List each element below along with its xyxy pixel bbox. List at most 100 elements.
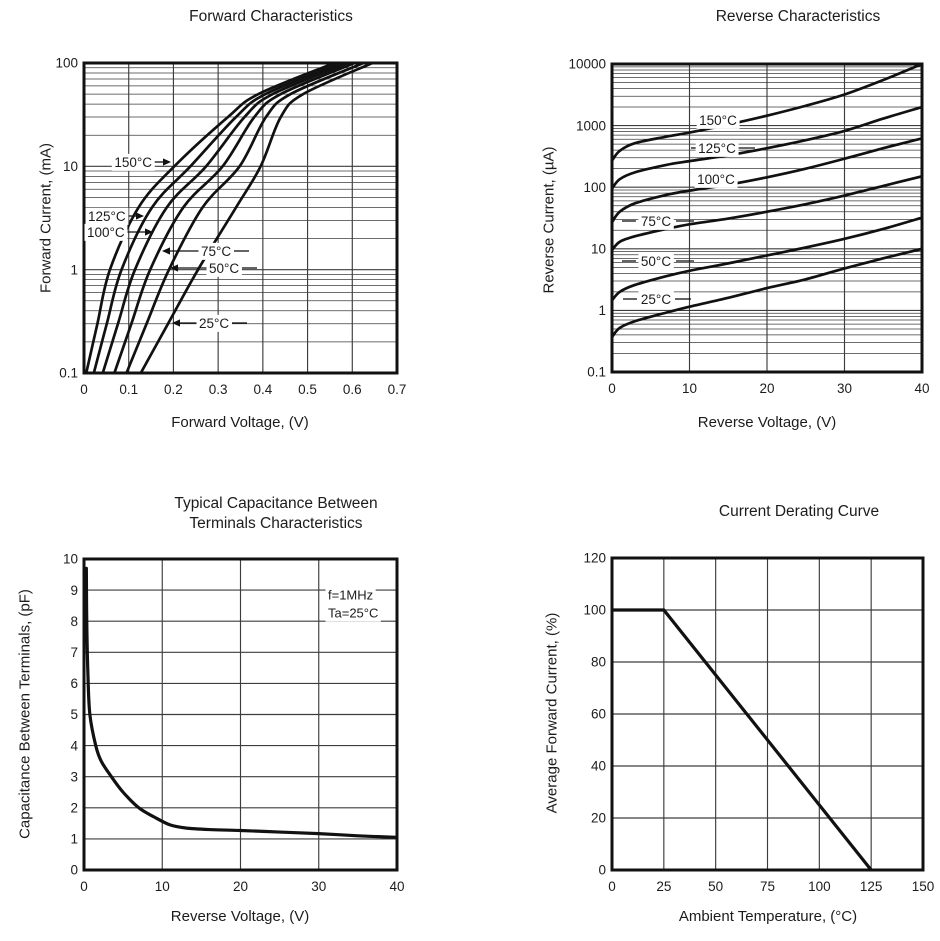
callout-arrow-icon	[136, 212, 144, 220]
y-tick-label: 5	[70, 707, 78, 722]
y-tick-label: 0.1	[59, 366, 78, 381]
x-tick-label: 50	[708, 879, 723, 894]
x-tick-label: 25	[656, 879, 671, 894]
current-derating-curve-chart: 0 20 40 60 80 100 120 0 25 50 75 100 125 150	[583, 551, 934, 894]
curve-label: 50°C	[641, 254, 671, 269]
x-tick-label: 0.6	[343, 382, 362, 397]
x-tick-label: 125	[860, 879, 883, 894]
curve-label: 75°C	[201, 244, 231, 259]
y-axis-label-forward: Forward Current, (mA)	[37, 142, 55, 294]
x-axis-label-capacitance: Reverse Voltage, (V)	[170, 908, 310, 925]
x-tick-label: 10	[155, 879, 170, 894]
curve-125C	[92, 63, 343, 373]
x-axis-label-reverse: Reverse Voltage, (V)	[697, 414, 837, 431]
curve-capacitance	[84, 566, 397, 839]
curve-label: 25°C	[641, 292, 671, 307]
curve-75C	[612, 175, 922, 252]
curve-label: 125°C	[88, 209, 126, 224]
annotation-text: f=1MHz	[328, 588, 373, 603]
x-axis-label-derating: Ambient Temperature, (°C)	[678, 908, 858, 925]
x-tick-label: 0	[608, 879, 616, 894]
y-tick-label: 7	[70, 645, 78, 660]
y-tick-label: 3	[70, 769, 78, 784]
y-tick-label: 100	[55, 56, 78, 71]
callout-arrow-icon	[163, 158, 171, 166]
y-axis-label-reverse: Reverse Current, (µA)	[540, 146, 558, 294]
y-tick-label: 10000	[568, 57, 606, 72]
y-tick-label: 1000	[576, 118, 606, 133]
x-tick-label: 10	[682, 381, 697, 396]
plot-frame	[82, 557, 399, 872]
y-tick-label: 40	[591, 759, 606, 774]
y-tick-label: 100	[583, 180, 606, 195]
y-tick-label: 20	[591, 811, 606, 826]
curve-50C	[125, 63, 365, 373]
reverse-characteristics-chart: 10000 1000 100 10 1 0.10 10 20 30 40 150°C 125°C 100…	[568, 57, 929, 396]
y-tick-label: 10	[63, 159, 78, 174]
annotation-text: Ta=25°C	[328, 606, 378, 621]
curve-150C	[84, 63, 336, 373]
y-tick-label: 10	[63, 552, 78, 567]
x-tick-label: 0	[80, 382, 88, 397]
curve-label: 125°C	[698, 141, 736, 156]
curve-label: 150°C	[699, 113, 737, 128]
y-tick-label: 6	[70, 676, 78, 691]
x-tick-label: 0	[608, 381, 616, 396]
y-tick-label: 9	[70, 583, 78, 598]
y-tick-label: 100	[583, 603, 606, 618]
y-tick-label: 0.1	[587, 365, 606, 380]
x-tick-label: 0.4	[253, 382, 272, 397]
x-tick-label: 40	[389, 879, 404, 894]
curve-75C	[113, 63, 356, 373]
y-tick-label: 1	[598, 303, 606, 318]
curve-100C	[101, 63, 350, 373]
x-tick-label: 100	[808, 879, 831, 894]
y-tick-label: 8	[70, 614, 78, 629]
y-tick-label: 1	[70, 832, 78, 847]
capacitance-between-terminals-chart: 0 1 2 3 4 5 6 7 8 9 10 0 10 20 30 40 f=1MHz Ta=25°C	[63, 552, 405, 894]
curve-label: 50°C	[209, 261, 239, 276]
x-tick-label: 0	[80, 879, 88, 894]
curve-derating	[612, 608, 873, 870]
curve-label: 150°C	[114, 155, 152, 170]
plot-frame	[82, 61, 399, 375]
curve-label: 75°C	[641, 214, 671, 229]
curve-label: 25°C	[199, 316, 229, 331]
curve-label: 100°C	[87, 225, 125, 240]
x-tick-label: 20	[233, 879, 248, 894]
y-tick-label: 0	[598, 863, 606, 878]
y-tick-label: 2	[70, 801, 78, 816]
y-tick-label: 120	[583, 551, 606, 566]
plot-frame	[610, 556, 925, 872]
x-tick-label: 0.5	[298, 382, 317, 397]
x-tick-label: 0.1	[119, 382, 138, 397]
x-tick-label: 75	[760, 879, 775, 894]
y-tick-label: 10	[591, 242, 606, 257]
curve-25C	[612, 247, 922, 339]
x-tick-label: 0.3	[209, 382, 228, 397]
curve-25C	[139, 63, 374, 373]
curve-50C	[612, 216, 922, 302]
x-tick-label: 30	[311, 879, 326, 894]
callout-arrow-icon	[145, 228, 153, 236]
chart-title-reverse: Reverse Characteristics	[715, 8, 881, 25]
y-tick-label: 4	[70, 738, 78, 753]
curve-label: 100°C	[697, 172, 735, 187]
chart-title-capacitance: Typical Capacitance Between Terminals Ch…	[174, 495, 378, 533]
x-tick-label: 150	[912, 879, 935, 894]
y-tick-label: 60	[591, 707, 606, 722]
x-tick-label: 30	[837, 381, 852, 396]
y-axis-label-derating: Average Forward Current, (%)	[543, 612, 561, 814]
x-tick-label: 40	[914, 381, 929, 396]
x-tick-label: 20	[759, 381, 774, 396]
y-tick-label: 0	[70, 863, 78, 878]
x-tick-label: 0.2	[164, 382, 183, 397]
chart-title-forward: Forward Characteristics	[189, 8, 353, 25]
y-tick-label: 80	[591, 655, 606, 670]
callout-arrow-icon	[170, 264, 178, 272]
y-tick-label: 1	[70, 262, 78, 277]
x-tick-label: 0.7	[388, 382, 407, 397]
